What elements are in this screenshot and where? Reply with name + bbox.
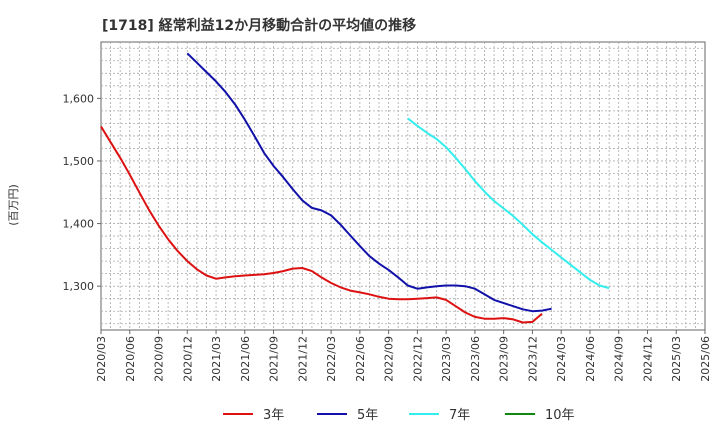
series-group bbox=[100, 52, 610, 324]
x-tick-label: 2022/06 bbox=[354, 336, 367, 382]
legend-label: 10年 bbox=[545, 408, 575, 423]
x-axis-ticks: 2020/03 2020/06 2020/09 2020/12 2021/03 2021/… bbox=[95, 330, 712, 382]
x-tick-label: 2023/09 bbox=[498, 336, 511, 382]
x-tick-label: 2022/09 bbox=[383, 336, 396, 382]
legend-label: 3年 bbox=[263, 408, 284, 423]
y-tick-label: 1,600 bbox=[63, 92, 95, 105]
legend-label: 7年 bbox=[449, 408, 470, 423]
y-tick-label: 1,400 bbox=[63, 218, 95, 231]
legend: 3年 5年 7年 10年 bbox=[223, 408, 575, 423]
y-tick-label: 1,300 bbox=[63, 280, 95, 293]
x-tick-label: 2024/09 bbox=[613, 336, 626, 382]
x-tick-label: 2021/09 bbox=[268, 336, 281, 382]
x-tick-label: 2020/03 bbox=[95, 336, 108, 382]
y-tick-label: 1,500 bbox=[63, 155, 95, 168]
x-tick-label: 2024/03 bbox=[555, 336, 568, 382]
x-tick-label: 2022/12 bbox=[411, 336, 424, 382]
x-tick-label: 2023/12 bbox=[526, 336, 539, 382]
x-tick-label: 2024/06 bbox=[584, 336, 597, 382]
x-tick-label: 2023/06 bbox=[469, 336, 482, 382]
gridlines bbox=[101, 42, 705, 330]
x-tick-label: 2021/06 bbox=[239, 336, 252, 382]
legend-label: 5年 bbox=[357, 408, 378, 423]
series-line-3年 bbox=[100, 125, 543, 324]
x-tick-label: 2023/03 bbox=[440, 336, 453, 382]
x-tick-label: 2025/03 bbox=[670, 336, 683, 382]
y-axis-title: (百万円) bbox=[7, 184, 20, 226]
x-tick-label: 2025/06 bbox=[699, 336, 712, 382]
x-tick-label: 2024/12 bbox=[641, 336, 654, 382]
chart-title: [1718] 経常利益12か月移動合計の平均値の推移 bbox=[102, 17, 416, 34]
series-line-7年 bbox=[407, 117, 610, 290]
x-tick-label: 2022/03 bbox=[325, 336, 338, 382]
x-tick-label: 2021/03 bbox=[210, 336, 223, 382]
series-line-5年 bbox=[186, 52, 552, 313]
x-tick-label: 2021/12 bbox=[296, 336, 309, 382]
x-tick-label: 2020/12 bbox=[181, 336, 194, 382]
x-tick-label: 2020/06 bbox=[124, 336, 137, 382]
x-tick-label: 2020/09 bbox=[153, 336, 166, 382]
y-axis-ticks: 1,300 1,400 1,500 1,600 bbox=[63, 92, 101, 293]
